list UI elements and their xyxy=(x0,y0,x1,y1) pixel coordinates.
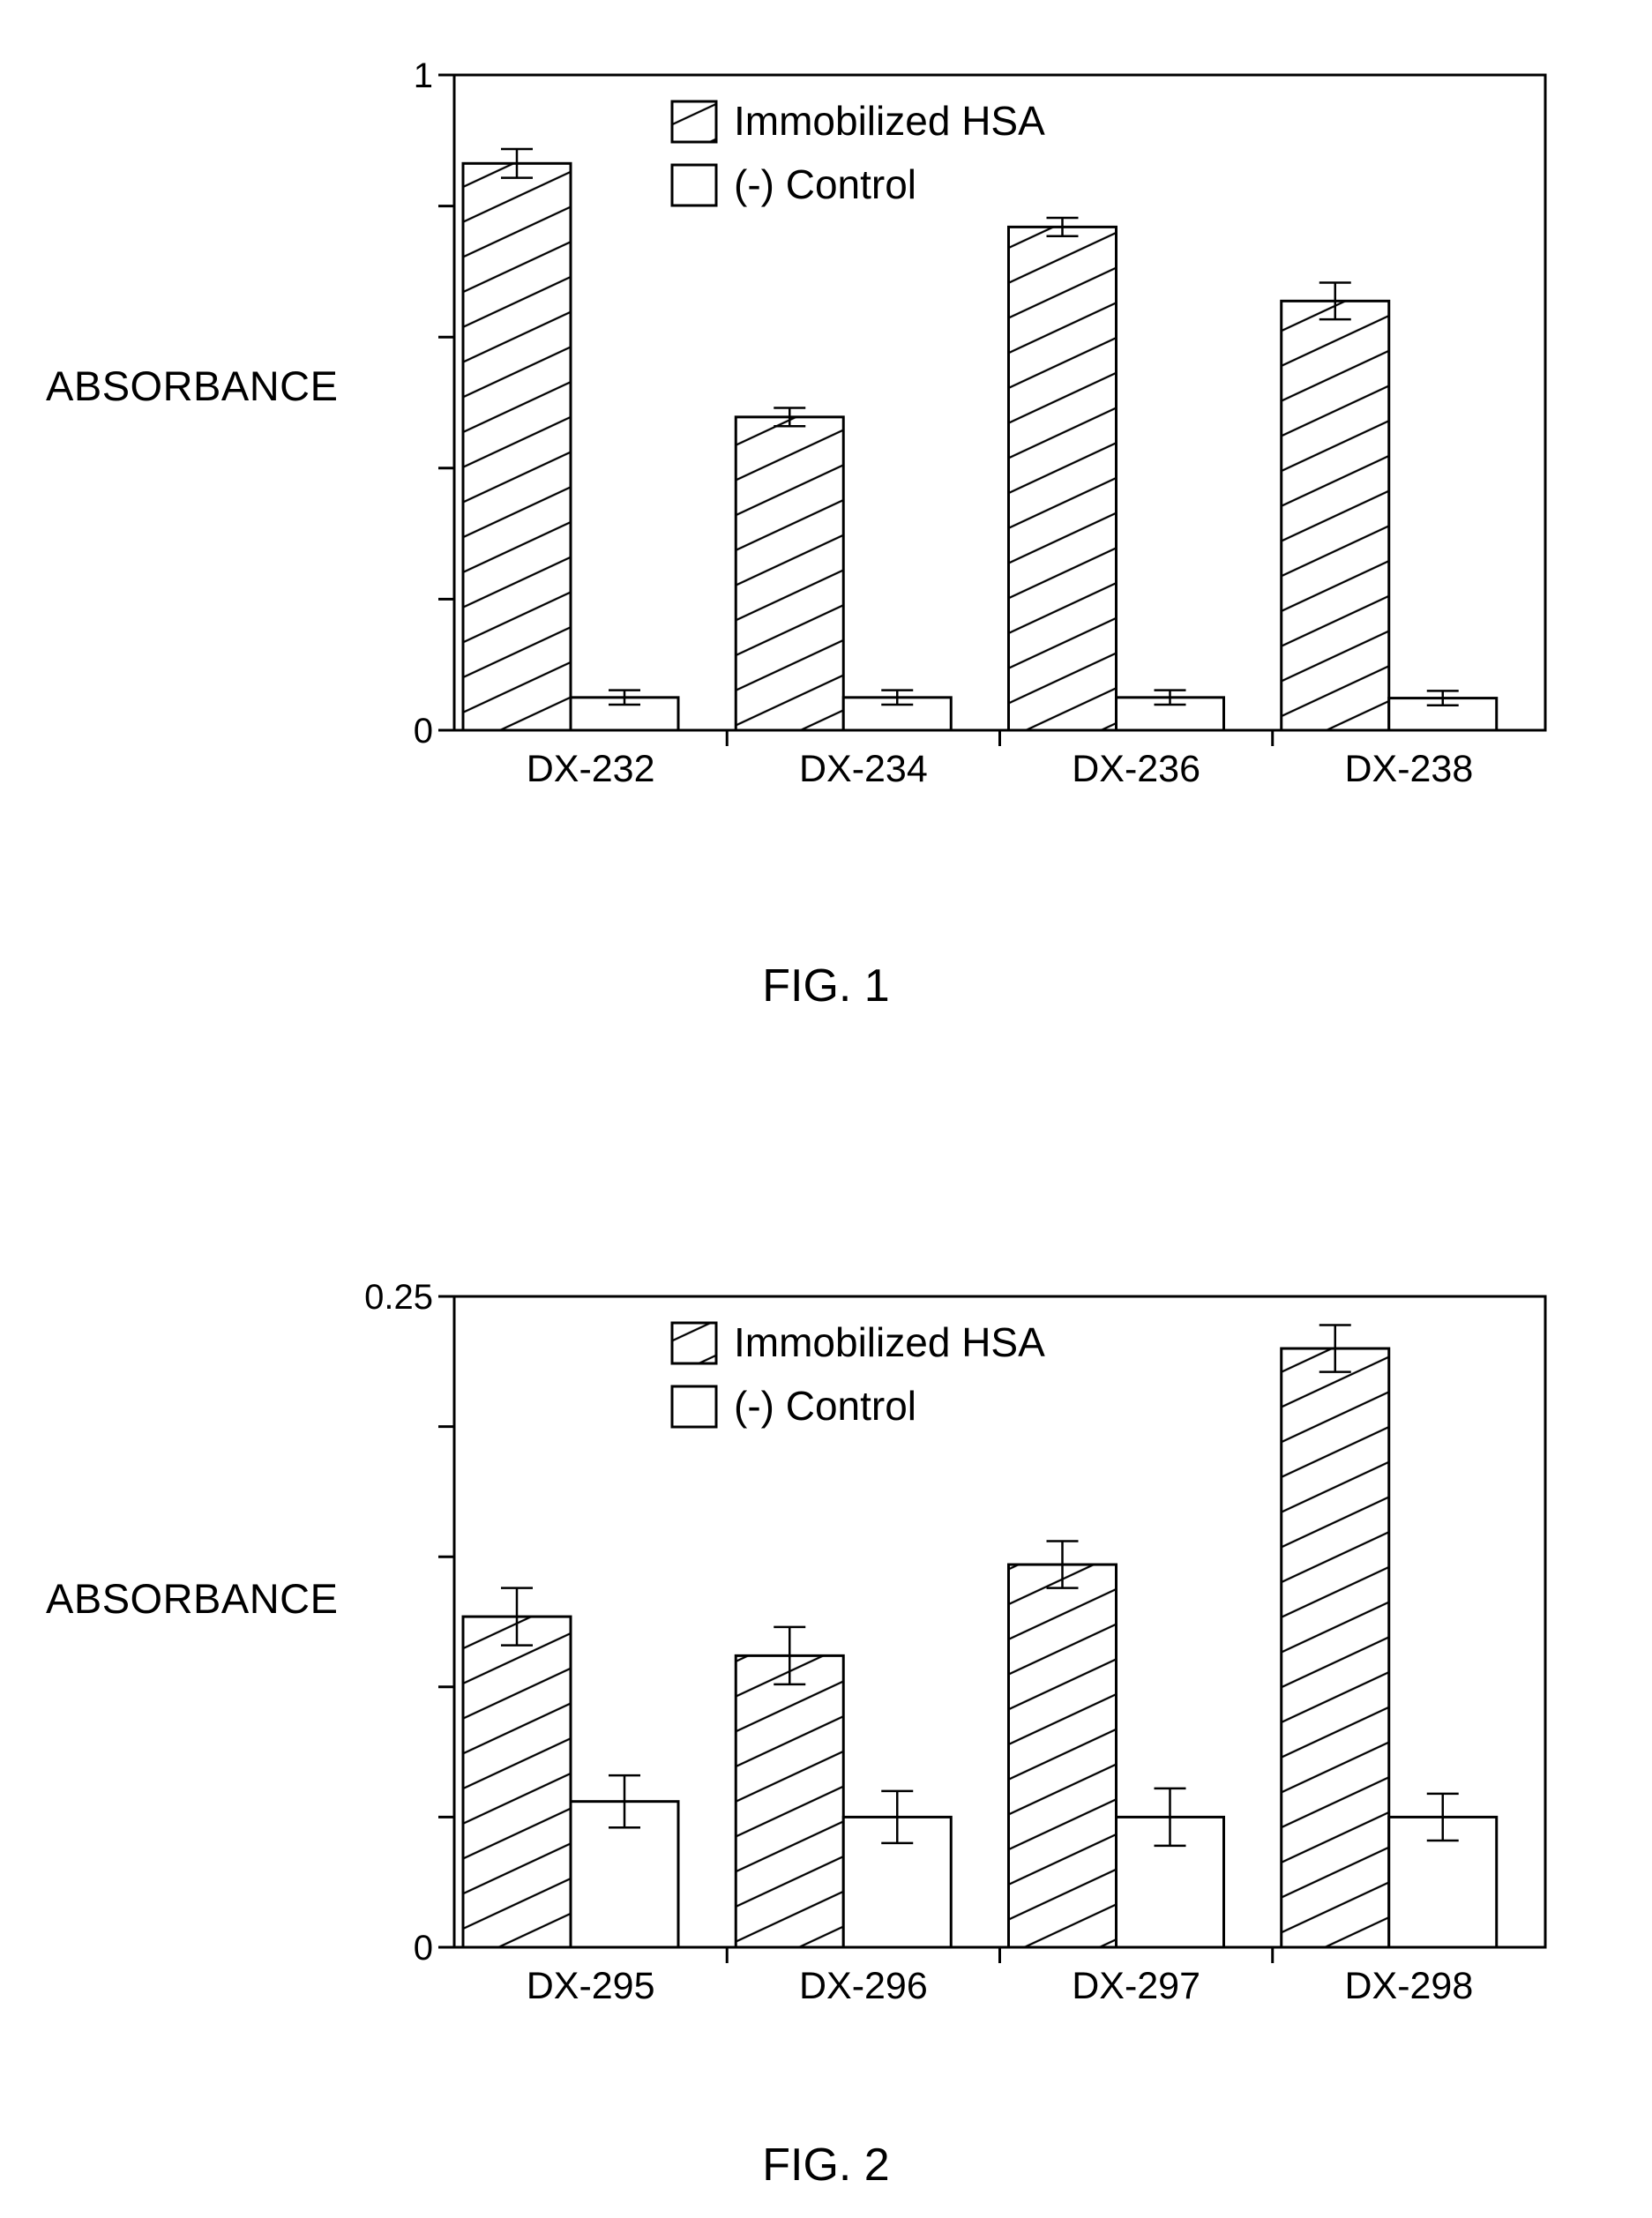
y-tick-label: 0 xyxy=(414,712,433,751)
bar xyxy=(736,417,843,730)
legend: Immobilized HSA (-) Control xyxy=(672,1319,1045,1429)
figure-1: ABSORBANCE 01DX-232DX-234DX-236DX-238Imm… xyxy=(0,0,1652,1111)
x-tick-label: DX-234 xyxy=(799,748,928,790)
x-tick-label: DX-298 xyxy=(1344,1965,1473,2007)
legend-swatch xyxy=(672,101,716,142)
figure-caption: FIG. 1 xyxy=(0,960,1652,1012)
bar xyxy=(1282,301,1389,730)
figure-caption: FIG. 2 xyxy=(0,2139,1652,2192)
legend-swatch xyxy=(672,1386,716,1427)
legend: Immobilized HSA (-) Control xyxy=(672,98,1045,207)
legend-swatch xyxy=(672,165,716,205)
x-tick-label: DX-297 xyxy=(1072,1965,1200,2007)
y-tick-label: 0 xyxy=(414,1929,433,1968)
bar xyxy=(463,1617,571,1947)
x-tick-label: DX-296 xyxy=(799,1965,928,2007)
legend-label: Immobilized HSA xyxy=(734,98,1045,144)
y-tick-label: 1 xyxy=(414,56,433,95)
bar xyxy=(1282,1348,1389,1947)
y-tick-label: 0.25 xyxy=(364,1278,433,1317)
legend-label: (-) Control xyxy=(734,1383,916,1429)
figure-2: ABSORBANCE 00.25DX-295DX-296DX-297DX-298… xyxy=(0,1111,1652,2218)
bar xyxy=(1009,227,1117,730)
x-tick-label: DX-238 xyxy=(1344,748,1473,790)
bar-chart-1: 0 1 DX-232 DX-234 DX-236 DX-238 Immobilized HS… xyxy=(0,0,1652,1111)
legend-label: (-) Control xyxy=(734,161,916,207)
x-tick-label: DX-236 xyxy=(1072,748,1200,790)
legend-swatch xyxy=(672,1323,716,1363)
bar-chart-2: 0 0.25 DX-295 DX-296 DX-297 DX-298 Immobilized… xyxy=(0,1111,1652,2218)
x-tick-label: DX-232 xyxy=(527,748,655,790)
bar xyxy=(736,1655,843,1947)
bar xyxy=(1009,1565,1117,1947)
bar xyxy=(463,163,571,730)
x-tick-label: DX-295 xyxy=(527,1965,655,2007)
legend-label: Immobilized HSA xyxy=(734,1319,1045,1365)
